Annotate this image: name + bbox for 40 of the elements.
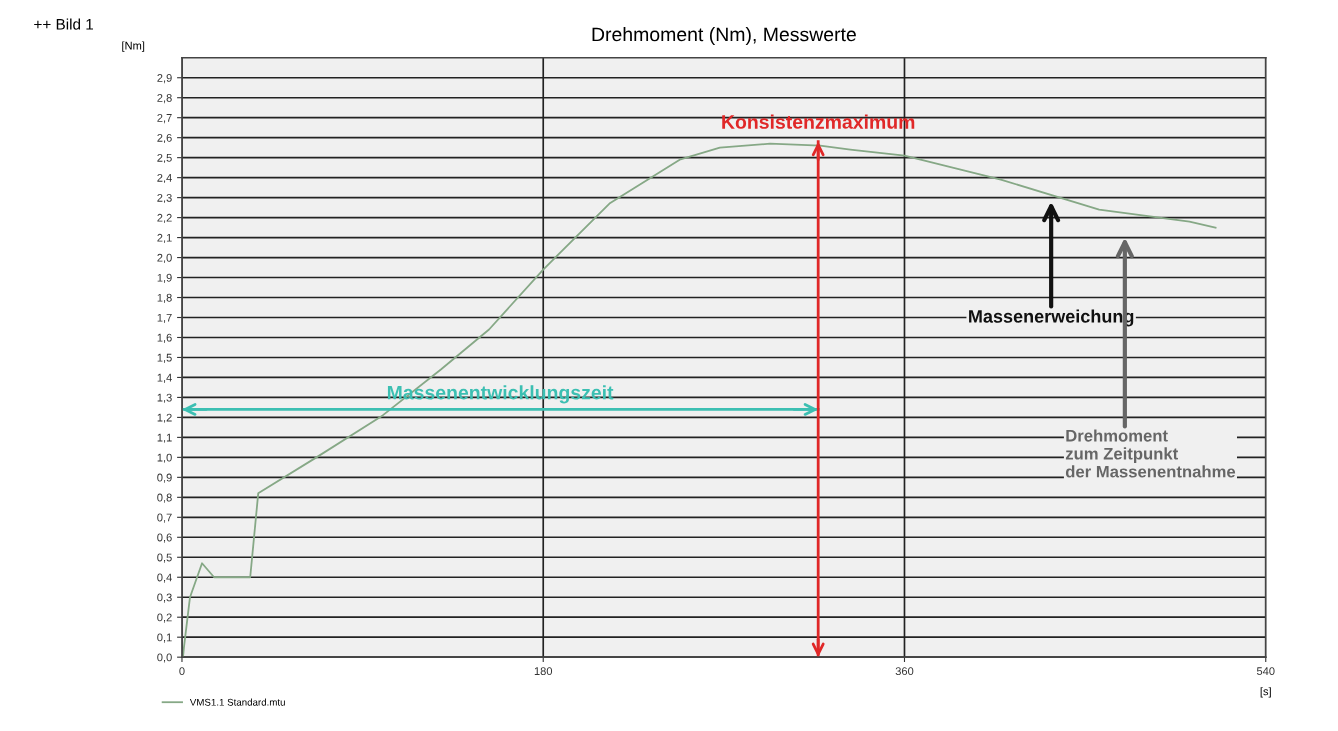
y-tick-label: 2,7 xyxy=(157,113,172,124)
annotation: Drehmoment zum Zeitpunkt der Massenentnahme xyxy=(1065,429,1236,478)
x-tick-label: 540 xyxy=(1256,667,1275,676)
y-tick-label: 1,4 xyxy=(157,373,172,383)
x-tick-label: 180 xyxy=(534,667,553,676)
y-tick-label: 1,1 xyxy=(157,433,172,443)
y-tick-label: 2,4 xyxy=(157,173,172,184)
text: ++ Bild 1 xyxy=(34,18,94,30)
y-tick-label: 0,0 xyxy=(157,653,172,663)
y-tick-label: 0,4 xyxy=(157,573,172,583)
legend-label: VMS1.1 Standard.mtu xyxy=(189,698,285,706)
y-tick-label: 0,3 xyxy=(157,593,172,603)
y-tick-label: 2,8 xyxy=(157,93,172,104)
x-axis-title: [s] xyxy=(1260,687,1271,698)
y-tick-label: 1,3 xyxy=(157,393,172,403)
y-tick-label: 1,9 xyxy=(157,273,172,283)
y-tick-label: 2,3 xyxy=(157,193,172,204)
y-axis-title: [Nm] xyxy=(122,41,145,52)
y-tick-label: 2,9 xyxy=(157,74,172,84)
y-tick-label: 1,7 xyxy=(157,313,172,323)
chart-title: Drehmoment (Nm), Messwerte xyxy=(592,26,856,46)
y-tick-label: 2,0 xyxy=(157,253,172,263)
y-tick-label: 0,6 xyxy=(157,533,172,543)
y-tick-label: 2,6 xyxy=(157,133,172,144)
y-tick-label: 1,6 xyxy=(157,333,172,343)
y-tick-label: 0,5 xyxy=(157,553,172,563)
y-tick-label: 1,2 xyxy=(157,413,172,423)
y-tick-label: 2,1 xyxy=(157,233,172,244)
x-tick-label: 360 xyxy=(895,667,914,676)
y-tick-label: 0,8 xyxy=(157,493,172,503)
y-tick-label: 0,1 xyxy=(157,633,172,643)
y-tick-label: 0,2 xyxy=(157,613,172,623)
y-tick-label: 1,5 xyxy=(157,353,172,363)
y-tick-label: 0,9 xyxy=(157,473,172,483)
y-tick-label: 2,2 xyxy=(157,213,172,224)
y-tick-label: 0,7 xyxy=(157,513,172,523)
y-tick-label: 1,8 xyxy=(157,293,172,303)
x-tick-label: 0 xyxy=(179,667,185,676)
y-tick-label: 2,5 xyxy=(157,153,172,164)
y-tick-label: 1,0 xyxy=(157,453,172,463)
